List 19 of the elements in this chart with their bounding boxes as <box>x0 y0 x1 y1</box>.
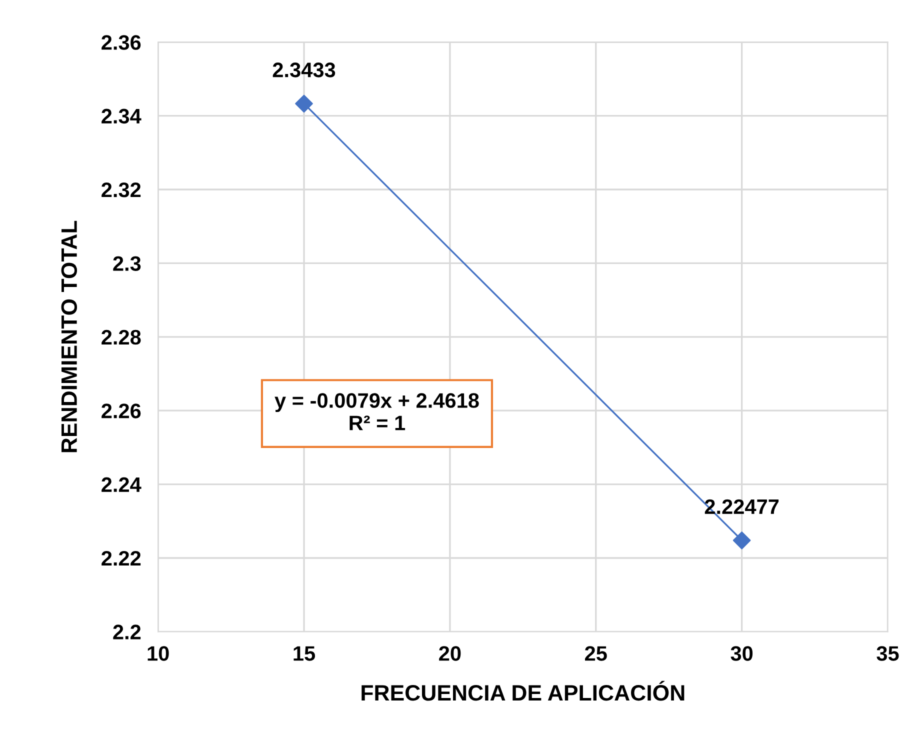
y-tick-label: 2.32 <box>102 182 141 198</box>
x-tick-label: 35 <box>876 646 899 661</box>
x-tick-label: 15 <box>294 646 316 661</box>
annotation: y = -0.0079x + 2.4618 R² = 1 <box>274 393 479 430</box>
data-label: 2.3433 <box>272 62 336 78</box>
y-tick-label: 2.3 <box>113 256 141 271</box>
x-tick-label: 25 <box>585 646 607 661</box>
y-tick-label: 2.28 <box>102 330 141 345</box>
y-tick-label: 2.36 <box>102 35 141 50</box>
y-tick-label: 2.2 <box>113 624 141 640</box>
x-tick-label: 30 <box>730 646 753 661</box>
y-tick-label: 2.26 <box>102 404 141 418</box>
y-tick-label: 2.34 <box>102 108 142 124</box>
x-axis-title: FRECUENCIA DE APLICACIÓN <box>362 680 684 701</box>
x-tick-label: 20 <box>439 646 461 661</box>
y-axis-title: RENDIMIENTO TOTAL <box>61 220 78 452</box>
x-tick-label: 10 <box>148 646 169 661</box>
y-tick-label: 2.22 <box>102 550 141 566</box>
y-tick-label: 2.24 <box>102 477 142 492</box>
